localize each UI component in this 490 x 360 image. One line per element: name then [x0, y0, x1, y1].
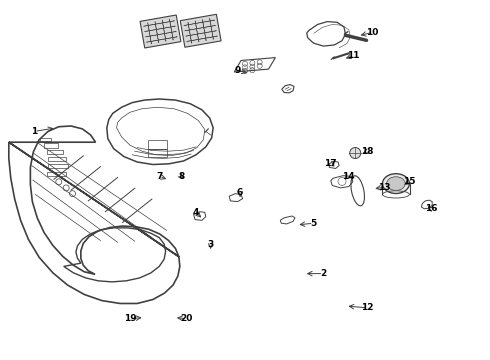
Text: 13: 13: [378, 183, 391, 192]
FancyArrowPatch shape: [202, 19, 206, 41]
Text: 6: 6: [237, 188, 243, 197]
FancyArrowPatch shape: [188, 22, 192, 43]
Text: 5: 5: [311, 219, 317, 228]
Ellipse shape: [383, 174, 410, 194]
Text: 18: 18: [361, 147, 374, 156]
FancyArrowPatch shape: [147, 37, 177, 42]
Text: 16: 16: [425, 204, 438, 213]
FancyArrowPatch shape: [185, 25, 216, 31]
Text: 11: 11: [346, 51, 359, 60]
FancyArrowPatch shape: [155, 22, 159, 43]
Bar: [140, 15, 181, 48]
Text: 7: 7: [156, 172, 163, 181]
Text: 20: 20: [180, 314, 193, 323]
Text: 14: 14: [342, 172, 354, 181]
Text: 1: 1: [31, 127, 37, 136]
FancyArrowPatch shape: [144, 21, 174, 26]
Text: 15: 15: [403, 177, 416, 186]
FancyArrowPatch shape: [186, 31, 217, 36]
Text: 3: 3: [208, 240, 214, 249]
Text: 19: 19: [123, 314, 136, 323]
Text: 12: 12: [361, 303, 374, 312]
FancyArrowPatch shape: [147, 23, 152, 44]
FancyArrowPatch shape: [187, 36, 218, 42]
Text: 9: 9: [234, 66, 241, 75]
Bar: [180, 14, 221, 47]
FancyArrowPatch shape: [210, 18, 214, 40]
Text: 4: 4: [193, 208, 199, 217]
Text: 17: 17: [324, 159, 337, 168]
FancyArrowPatch shape: [184, 20, 215, 26]
FancyArrowPatch shape: [145, 26, 175, 32]
Text: 2: 2: [320, 269, 326, 278]
Circle shape: [350, 148, 361, 158]
Bar: [148, 149, 167, 157]
Text: 8: 8: [178, 172, 184, 181]
FancyArrowPatch shape: [162, 20, 166, 41]
FancyArrowPatch shape: [170, 19, 173, 40]
FancyArrowPatch shape: [146, 31, 176, 37]
Text: 10: 10: [366, 28, 379, 37]
Ellipse shape: [387, 177, 405, 190]
Bar: [148, 140, 167, 149]
FancyArrowPatch shape: [195, 21, 199, 42]
